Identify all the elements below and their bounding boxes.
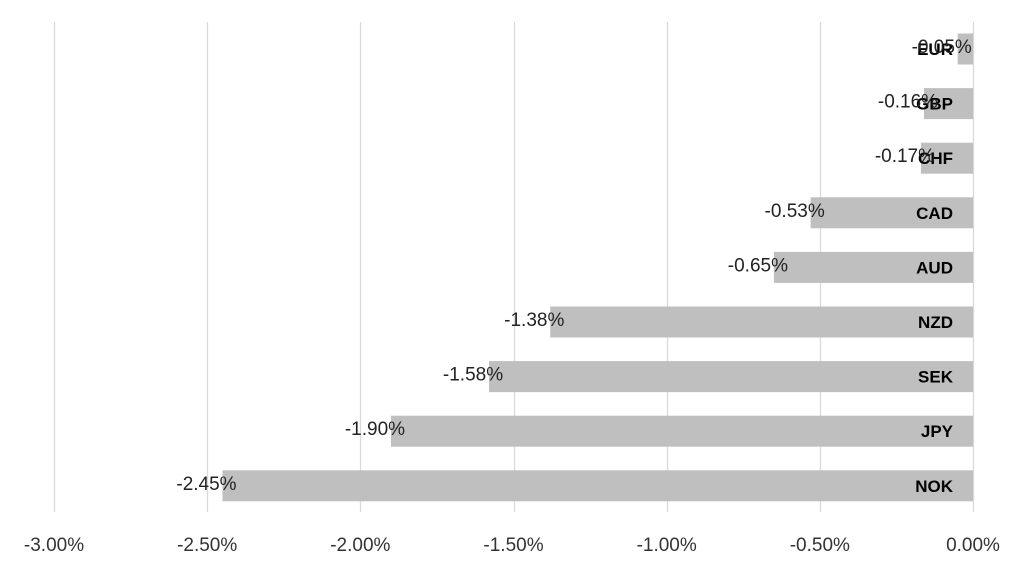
category-label: SEK: [918, 368, 954, 387]
data-label: -0.53%: [765, 201, 825, 222]
data-label: -0.05%: [912, 37, 972, 58]
x-tick-label: -3.00%: [24, 535, 84, 556]
category-label: NOK: [915, 477, 954, 496]
x-tick-label: -1.50%: [483, 535, 543, 556]
bar-sek: [488, 361, 973, 393]
bar-nzd: [550, 306, 973, 338]
bar-nok: [222, 470, 973, 502]
category-label: JPY: [921, 422, 954, 441]
x-tick-label: 0.00%: [946, 535, 1000, 556]
bar-gbp: [923, 88, 973, 120]
x-tick-label: -1.00%: [637, 535, 697, 556]
x-tick-label: -0.50%: [790, 535, 850, 556]
category-label: CHF: [918, 149, 953, 168]
data-label: -0.16%: [878, 92, 938, 113]
bar-eur: [957, 33, 973, 65]
bars: [222, 33, 973, 502]
bar-cad: [810, 197, 973, 229]
category-label: GBP: [916, 95, 953, 114]
category-label: EUR: [917, 40, 953, 59]
data-label: -0.17%: [875, 146, 935, 167]
x-tick-label: -2.00%: [330, 535, 390, 556]
category-labels: EUR GBP CHF CAD AUD NZD SEK JPY NOK: [915, 40, 954, 496]
x-tick-label: -2.50%: [177, 535, 237, 556]
data-labels: -0.05% -0.16% -0.17% -0.53% -0.65% -1.38% -1.5…: [176, 37, 972, 495]
bar-jpy: [390, 415, 973, 447]
data-label: -2.45%: [176, 474, 236, 495]
bar-aud: [773, 251, 973, 283]
category-label: CAD: [916, 204, 953, 223]
x-axis-tick-labels: -3.00% -2.50% -2.00% -1.50% -1.00% -0.50% 0.00…: [24, 535, 1000, 556]
bar-chf: [920, 142, 973, 174]
category-label: AUD: [916, 258, 953, 277]
data-label: -1.58%: [443, 365, 503, 386]
data-label: -1.90%: [345, 419, 405, 440]
data-label: -0.65%: [728, 255, 788, 276]
data-label: -1.38%: [504, 310, 564, 331]
category-label: NZD: [918, 313, 953, 332]
